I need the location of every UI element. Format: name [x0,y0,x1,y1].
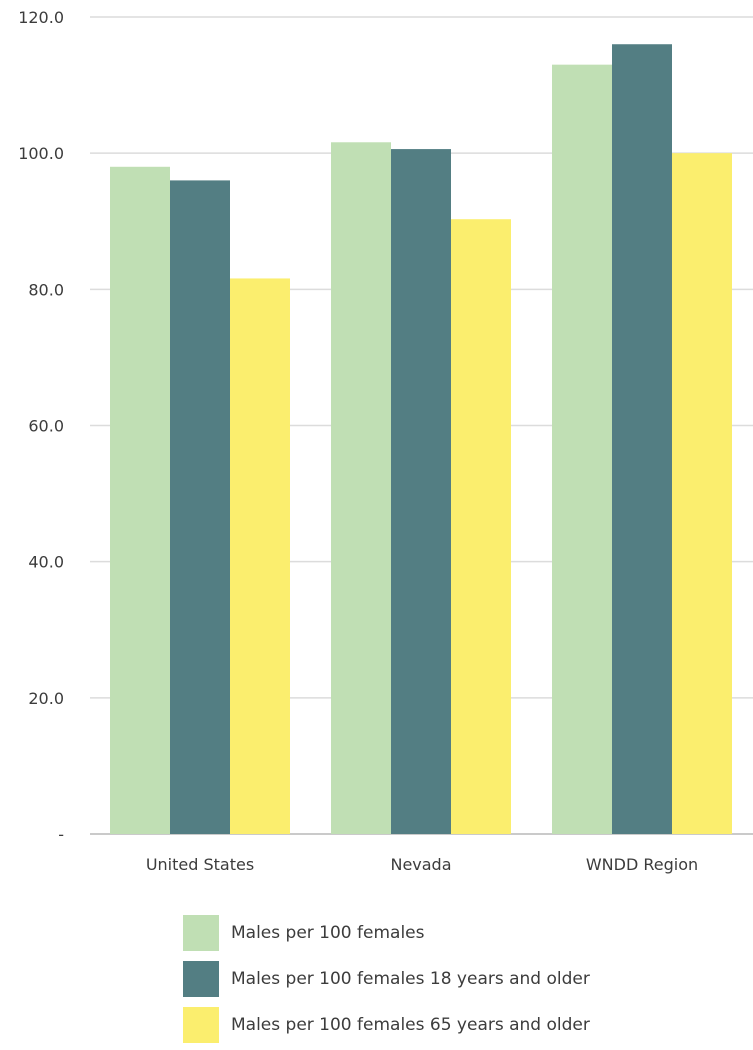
legend-swatch [183,1007,219,1043]
x-tick-label: United States [146,855,254,874]
x-tick-label: WNDD Region [586,855,698,874]
chart: - 20.0 40.0 60.0 80.0 100.0 120.0 United States… [18,8,753,1043]
y-tick-label: - [58,825,64,844]
y-tick-label: 100.0 [18,144,64,163]
bar [672,153,732,834]
legend-label: Males per 100 females 65 years and older [231,1015,590,1035]
bar [110,166,170,835]
legend-item: Males per 100 females 65 years and older [183,1004,590,1046]
bar [391,149,451,834]
bar [230,278,290,834]
bar [170,180,230,834]
legend-label: Males per 100 females 18 years and older [231,969,590,989]
legend-item: Males per 100 females [183,912,590,954]
x-tick-label: Nevada [390,855,451,874]
bar [552,64,612,835]
bar-chart-plot: - 20.0 40.0 60.0 80.0 100.0 120.0 United States… [18,8,753,874]
y-tick-label: 60.0 [28,417,64,436]
y-tick-label: 40.0 [28,553,64,572]
bar [612,44,672,834]
legend-label: Males per 100 females [231,923,425,943]
y-tick-label: 20.0 [28,689,64,708]
legend: Males per 100 females Males per 100 fema… [183,912,590,1050]
bar [451,219,511,834]
legend-item: Males per 100 females 18 years and older [183,958,590,1000]
legend-swatch [183,915,219,951]
legend-swatch [183,961,219,997]
bar [331,142,391,835]
y-tick-label: 120.0 [18,8,64,27]
y-tick-label: 80.0 [28,280,64,299]
